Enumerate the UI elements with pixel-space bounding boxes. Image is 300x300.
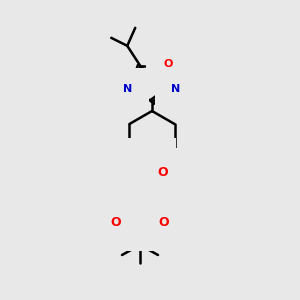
- Text: S: S: [135, 216, 145, 230]
- Text: N: N: [123, 84, 133, 94]
- Text: N: N: [171, 84, 181, 94]
- Text: O: O: [159, 217, 169, 230]
- Text: O: O: [163, 59, 172, 69]
- Text: O: O: [111, 217, 121, 230]
- Text: O: O: [158, 167, 168, 179]
- Text: N: N: [147, 157, 157, 169]
